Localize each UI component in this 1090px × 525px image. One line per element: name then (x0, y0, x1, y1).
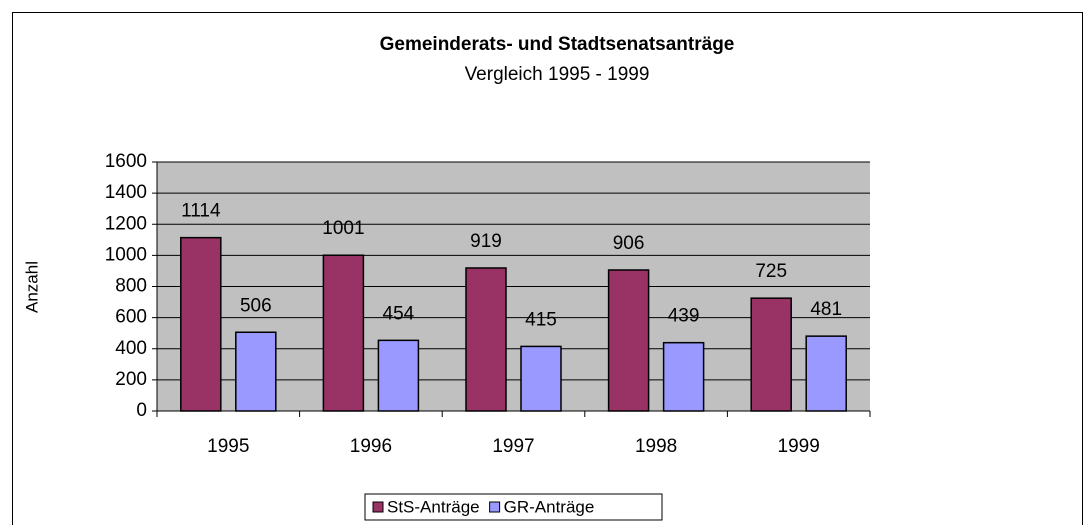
data-label: 415 (525, 309, 557, 330)
data-label: 439 (668, 306, 700, 327)
chart-title: Gemeinderats- und Stadtsenatsanträge (380, 34, 735, 55)
legend-swatch (489, 501, 501, 513)
x-tick-label: 1997 (492, 436, 534, 457)
y-tick-label: 0 (136, 400, 147, 421)
legend-box (364, 493, 663, 521)
bar (805, 335, 847, 412)
chart-subtitle: Vergleich 1995 - 1999 (465, 64, 650, 85)
data-label: 919 (470, 231, 502, 252)
data-label: 454 (383, 303, 415, 324)
bar (750, 297, 792, 412)
y-tick-label: 200 (115, 369, 147, 390)
bar (235, 331, 277, 412)
y-tick-label: 1400 (105, 182, 147, 203)
legend-label: GR-Anträge (504, 497, 595, 516)
y-axis-label: Anzahl (22, 261, 41, 313)
data-label: 481 (810, 299, 842, 320)
x-tick-label: 1999 (778, 436, 820, 457)
bar (377, 339, 420, 412)
y-tick-label: 1600 (105, 151, 147, 172)
y-tick-label: 400 (115, 338, 147, 359)
data-label: 506 (240, 295, 272, 316)
y-tick-label: 800 (115, 276, 147, 297)
bar (662, 341, 705, 412)
legend-label: StS-Anträge (387, 497, 480, 516)
bar (322, 254, 365, 412)
x-tick-label: 1996 (350, 436, 392, 457)
bar (180, 236, 222, 412)
data-label: 1001 (322, 218, 364, 239)
data-label: 1114 (181, 201, 221, 222)
legend-swatch (372, 501, 384, 513)
x-tick-label: 1998 (635, 436, 677, 457)
data-label: 906 (613, 233, 645, 254)
bar (607, 269, 650, 412)
bar (465, 267, 507, 412)
y-tick-label: 600 (115, 307, 147, 328)
data-label: 725 (755, 261, 787, 282)
x-tick-label: 1995 (207, 436, 249, 457)
y-tick-label: 1200 (105, 213, 147, 234)
bar (520, 345, 562, 412)
y-tick-label: 1000 (105, 244, 147, 265)
